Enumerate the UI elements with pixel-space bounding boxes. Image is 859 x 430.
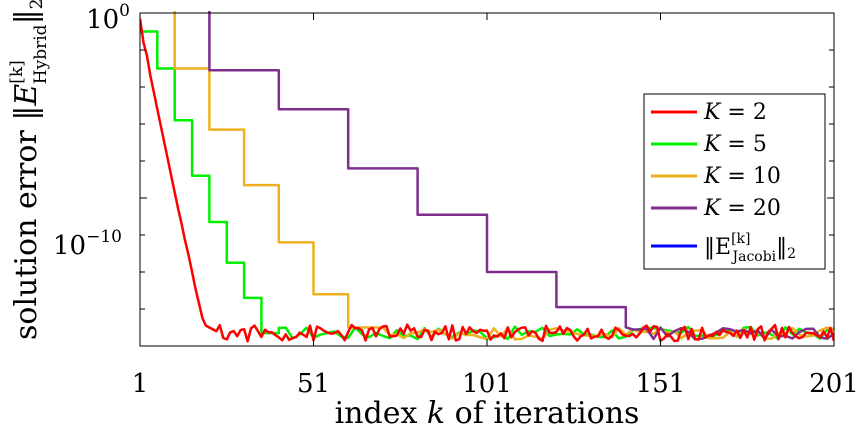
- x-axis-title: index k of iterations: [335, 396, 640, 430]
- x-tick-label: 101: [462, 369, 512, 399]
- x-tick-labels: 1 51 101 151 201: [132, 369, 859, 399]
- legend-label-k10: K = 10: [703, 164, 781, 189]
- x-tick-label: 1: [132, 369, 149, 399]
- y-tick-label-1e-10: 10−10: [53, 227, 122, 261]
- plot-lines: [140, 11, 834, 343]
- legend-label-jacobi: ‖E[k] Jacobi‖2: [704, 231, 796, 265]
- series-line-k-2: [140, 18, 834, 343]
- legend-box: [643, 93, 826, 270]
- x-tick-label: 51: [297, 369, 330, 399]
- legend-label-k20: K = 20: [703, 196, 781, 221]
- x-tick-label: 201: [809, 369, 859, 399]
- y-tick-labels: 10−10 100: [53, 1, 130, 261]
- legend: K = 2 K = 5 K = 10 K = 20 ‖E[k] Jacobi‖2: [643, 93, 826, 270]
- legend-label-k2: K = 2: [703, 100, 767, 125]
- x-tick-label: 151: [636, 369, 686, 399]
- axis-ticks: [139, 12, 835, 347]
- legend-label-k5: K = 5: [703, 132, 767, 157]
- y-axis-title: solution error ‖E[k] Hybrid‖2: [7, 0, 51, 340]
- y-tick-label-1e0: 100: [86, 1, 130, 35]
